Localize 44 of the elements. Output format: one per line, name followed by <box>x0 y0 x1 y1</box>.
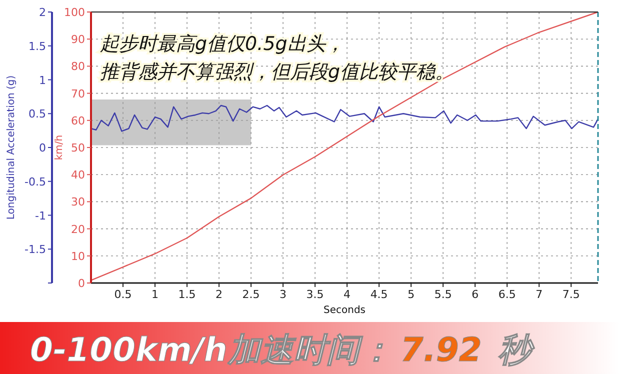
y-tick-label: -1 <box>35 209 46 222</box>
y-tick-label: 1.5 <box>28 40 46 53</box>
y2-tick-label: 90 <box>71 33 85 46</box>
text: 0-100km/h加速时间： <box>30 330 392 369</box>
y-tick-label: -0.5 <box>24 175 46 188</box>
y-tick-label: 2 <box>39 6 46 19</box>
annotation: 推背感并不算强烈，但后段g值比较平稳。 <box>100 61 454 83</box>
x-tick-label: 4.5 <box>370 288 388 301</box>
y2-tick-label: 60 <box>71 114 85 128</box>
y2-tick-label: 10 <box>71 250 85 263</box>
x-tick-label: 7 <box>536 288 543 301</box>
line-series <box>90 11 599 281</box>
x-tick-label: 7.5 <box>562 288 580 301</box>
annotation: 起步时最高g值仅0.5g出头， <box>100 33 344 55</box>
x-tick-label: 5.5 <box>434 288 452 301</box>
y2-tick-label: 80 <box>71 60 85 74</box>
x-tick-label: 6.5 <box>498 288 516 301</box>
y-axis-title: Longitudinal Acceleration (g) <box>6 75 17 220</box>
y2-tick-label: 100 <box>64 6 85 19</box>
x-tick-label: 4 <box>344 288 351 301</box>
text: 秒 <box>498 330 535 369</box>
x-tick-label: 1.5 <box>178 288 196 301</box>
y-tick-label: 0 <box>39 142 46 154</box>
y2-tick-label: 20 <box>71 222 85 236</box>
x-tick-label: 0.5 <box>114 288 132 301</box>
x-tick-label: 5 <box>408 288 415 301</box>
text: 7.92 <box>400 330 482 369</box>
line-series <box>90 104 599 132</box>
x-tick-label: 6 <box>472 288 479 301</box>
x-tick-label: 2.5 <box>242 288 260 301</box>
y-tick-label: 1 <box>39 74 46 87</box>
x-tick-label: 1 <box>152 288 159 301</box>
y2-axis-title: km/h <box>54 134 65 160</box>
y-tick-label: 0.5 <box>28 108 46 121</box>
y2-tick-label: 70 <box>71 87 85 100</box>
x-tick-label: 2 <box>216 288 223 301</box>
x-tick-label: 3.5 <box>306 288 324 301</box>
x-axis-title: Seconds <box>323 305 366 316</box>
y2-tick-label: 30 <box>71 196 85 209</box>
y-tick-label: -1.5 <box>24 243 46 256</box>
y2-tick-label: 0 <box>78 277 85 290</box>
y2-tick-label: 50 <box>71 142 85 154</box>
x-tick-label: 3 <box>280 288 287 301</box>
y2-tick-label: 40 <box>71 168 85 182</box>
